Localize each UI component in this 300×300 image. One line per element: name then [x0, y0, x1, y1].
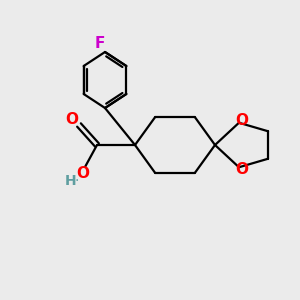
Text: O: O [236, 113, 248, 128]
Text: O: O [236, 162, 248, 177]
Text: H: H [65, 174, 77, 188]
Text: O: O [65, 112, 79, 128]
Text: F: F [95, 37, 105, 52]
Text: ·: · [75, 174, 79, 188]
Text: O: O [76, 167, 89, 182]
